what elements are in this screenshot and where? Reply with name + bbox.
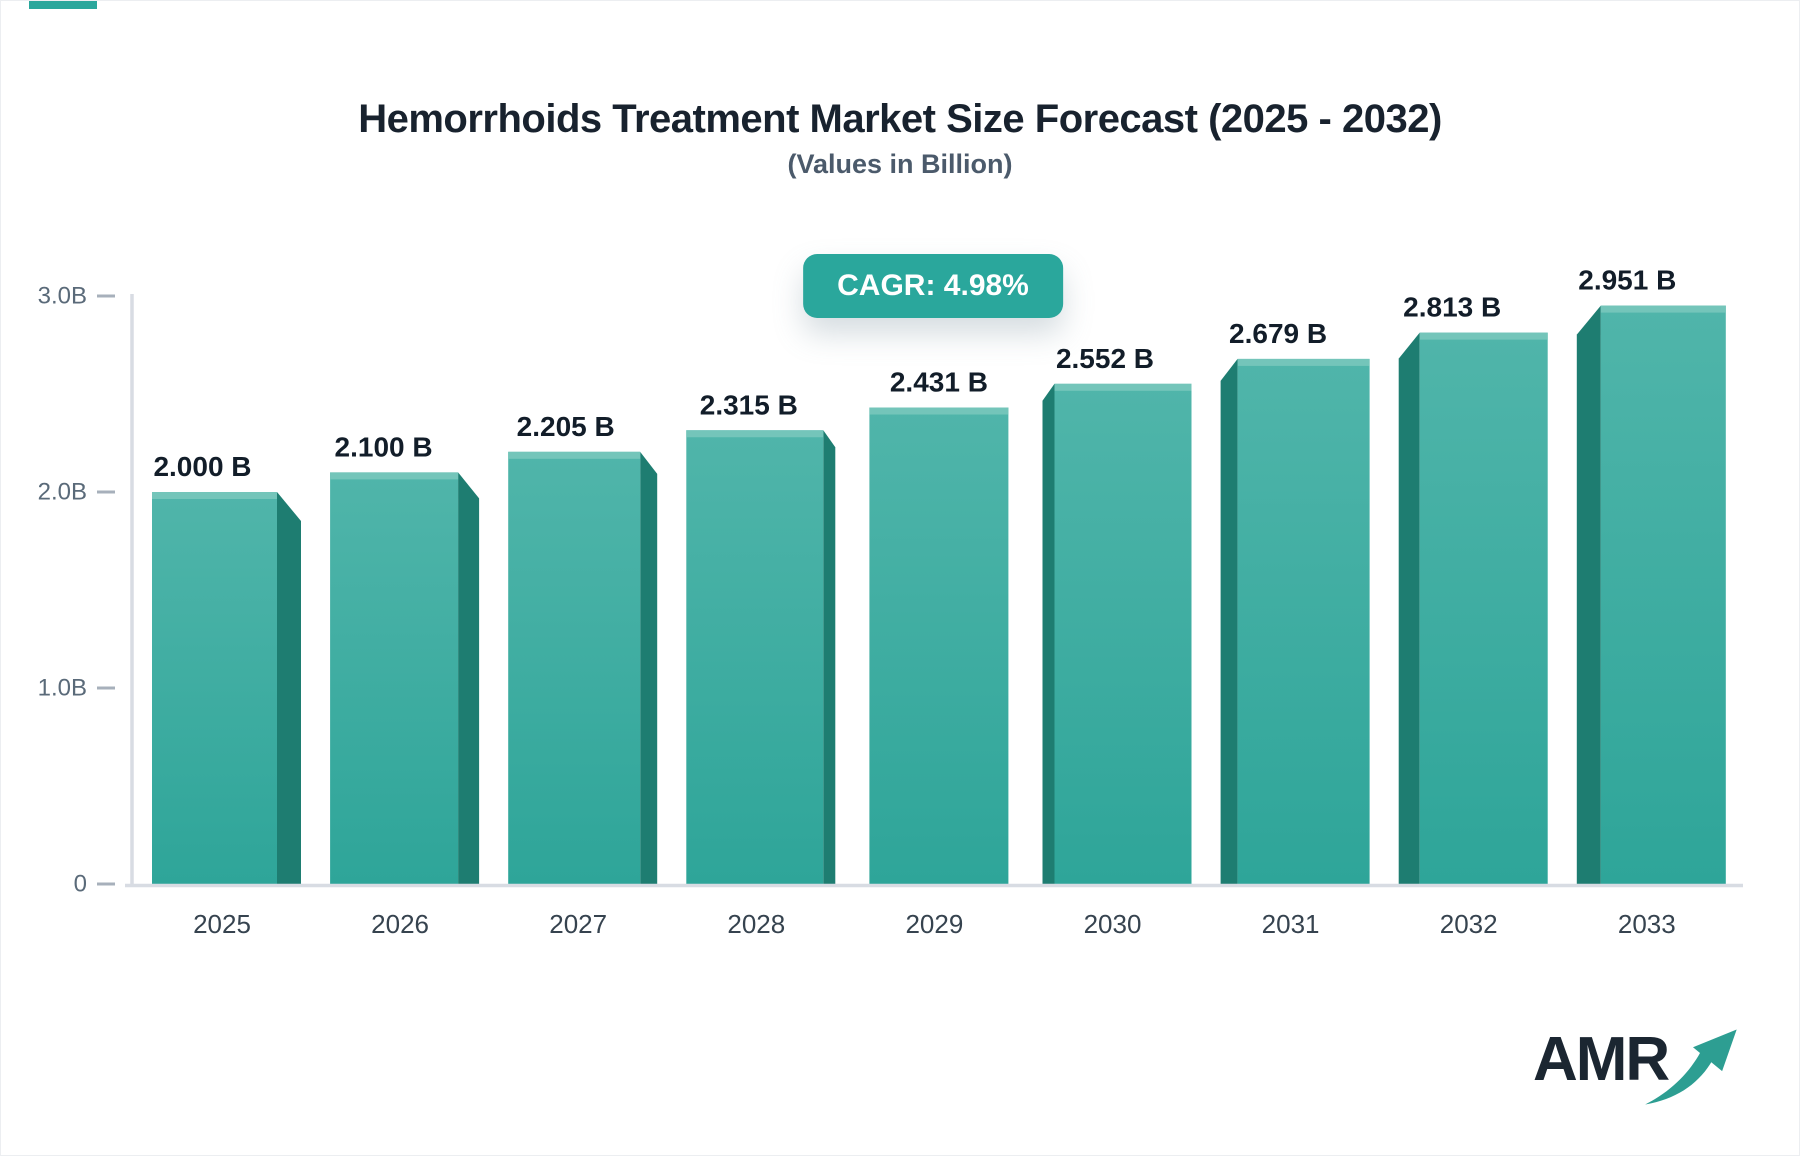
x-axis-label-2026: 2026 [371,909,429,939]
chart-title: Hemorrhoids Treatment Market Size Foreca… [358,97,1442,141]
bar-value-label-2033: 2.951 B [1578,265,1676,296]
bar-side-2031 [1220,358,1238,884]
x-axis-label-2025: 2025 [193,909,251,939]
bar-2031 [1237,358,1370,884]
bar-2032 [1419,332,1548,885]
x-axis-label-2030: 2030 [1084,909,1142,939]
bar-value-label-2032: 2.813 B [1403,292,1501,323]
bar-highlight-2027 [508,451,641,459]
top-accent-bar [29,1,97,9]
bar-value-label-2031: 2.679 B [1229,318,1327,349]
bar-side-2032 [1398,332,1420,885]
cagr-badge: CAGR: 4.98% [803,254,1063,318]
bar-side-2028 [823,430,836,884]
chart-subtitle: (Values in Billion) [787,149,1013,179]
bar-2028 [686,430,824,884]
bar-highlight-2032 [1419,332,1548,340]
bar-2026 [330,472,459,884]
y-tick-label-1.0B: 1.0B [38,675,87,702]
bar-highlight-2033 [1600,305,1726,313]
bar-value-label-2026: 2.100 B [335,431,433,462]
bar-side-2026 [458,472,480,884]
bar-highlight-2030 [1054,383,1192,391]
x-axis-label-2028: 2028 [727,909,785,939]
bar-2033 [1600,305,1726,884]
bar-highlight-2025 [152,492,277,499]
bar-2027 [508,451,641,884]
bar-value-label-2029: 2.431 B [890,367,988,398]
bar-2029 [869,407,1009,884]
bar-value-label-2028: 2.315 B [700,389,798,420]
x-axis-label-2029: 2029 [905,909,963,939]
bar-highlight-2029 [869,407,1009,415]
bar-highlight-2028 [686,430,824,438]
bar-2030 [1054,383,1192,884]
bar-side-2030 [1042,383,1055,884]
x-axis-label-2027: 2027 [549,909,607,939]
bar-value-label-2027: 2.205 B [517,411,615,442]
x-axis-label-2031: 2031 [1262,909,1320,939]
bar-2025 [152,492,277,884]
amr-logo: AMR [1533,1029,1753,1129]
amr-logo-text: AMR [1533,1025,1670,1094]
bar-side-2027 [640,451,658,884]
y-tick-label-2.0B: 2.0B [38,479,87,506]
bar-highlight-2026 [330,472,459,480]
bar-value-label-2030: 2.552 B [1056,343,1154,374]
bar-side-2033 [1576,305,1601,884]
y-tick-label-3.0B: 3.0B [38,283,87,310]
x-axis-label-2033: 2033 [1618,909,1676,939]
amr-arrow-icon [1645,1029,1737,1105]
bar-side-2025 [277,492,301,884]
bar-value-label-2025: 2.000 B [153,451,251,482]
x-axis-label-2032: 2032 [1440,909,1498,939]
y-tick-label-0: 0 [74,871,87,898]
bar-highlight-2031 [1237,358,1370,366]
